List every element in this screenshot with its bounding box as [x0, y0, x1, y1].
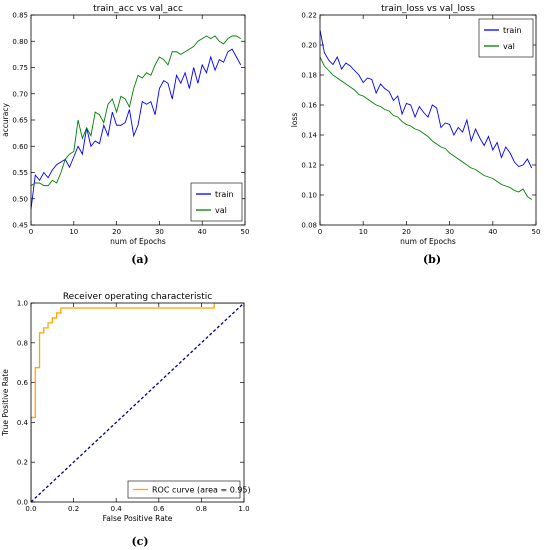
y-tick-label: 0.08	[301, 222, 317, 230]
y-tick-label: 0.2	[17, 459, 28, 467]
x-tick-label: 10	[69, 228, 78, 236]
x-tick-label: 0	[29, 228, 33, 236]
x-tick-label: 40	[198, 228, 207, 236]
legend-box	[127, 480, 241, 499]
chart-title: Receiver operating characteristic	[63, 292, 212, 302]
chart-b: 0 10 20 30 40 50 0.08 0.10 0.12 0.14 0.16 0.18 0.20 0…	[290, 4, 540, 266]
y-tick-label: 0.55	[12, 169, 28, 177]
x-tick-label: 0.6	[153, 505, 165, 513]
y-tick-label: 0.80	[12, 38, 28, 46]
figure-caption: (c)	[131, 535, 148, 548]
x-tick-label: 30	[445, 228, 454, 236]
x-axis-label: num of Epochs	[110, 237, 166, 246]
y-tick-label: 0.12	[301, 162, 317, 170]
plot-frame	[319, 14, 537, 226]
x-tick-label: 1.0	[238, 505, 249, 513]
x-tick-label: 40	[488, 228, 497, 236]
y-tick-label: 0.8	[17, 339, 28, 347]
y-tick-label: 0.85	[12, 12, 28, 20]
x-tick-label: 50	[532, 228, 541, 236]
legend-box	[478, 18, 534, 58]
y-tick-label: 0.22	[301, 12, 317, 20]
x-tick-label: 0.4	[111, 505, 123, 513]
series-line-val	[31, 35, 241, 187]
y-tick-label: 0.45	[12, 222, 28, 230]
y-tick-label: 0.20	[301, 42, 317, 50]
y-tick-label: 1.0	[17, 300, 28, 308]
y-tick-label: 0.50	[12, 195, 28, 203]
x-axis-label: num of Epochs	[400, 237, 456, 246]
chart-a: 0 10 20 30 40 50 0.45 0.50 0.55 0.60 0.65 0.70 0.75 0…	[1, 4, 249, 266]
x-tick-label: 20	[112, 228, 121, 236]
legend-box	[190, 182, 243, 222]
figure-caption: (a)	[131, 253, 149, 266]
y-tick-label: 0.16	[301, 102, 317, 110]
chart-title: train_loss vs val_loss	[381, 4, 475, 14]
y-tick-label: 0.65	[12, 117, 28, 125]
y-tick-label: 0.4	[17, 419, 29, 427]
x-tick-label: 30	[155, 228, 164, 236]
series-line-train	[31, 48, 242, 210]
chart-title: train_acc vs val_acc	[93, 4, 183, 14]
chart-c: 0.0 0.2 0.4 0.6 0.8 1.0 0.0 0.2 0.4 0.6 0.8 1.0 Rece…	[1, 292, 251, 548]
plot-frame	[30, 302, 245, 503]
x-tick-label: 0	[318, 228, 322, 236]
x-tick-label: 0.8	[196, 505, 207, 513]
x-tick-label: 50	[241, 228, 250, 236]
x-axis-label: False Positive Rate	[103, 514, 173, 523]
x-tick-label: 0.0	[25, 505, 36, 513]
legend-label: val	[503, 42, 515, 51]
y-tick-label: 0.70	[12, 90, 28, 98]
series-line-roc	[31, 303, 244, 502]
y-tick-label: 0.75	[12, 64, 28, 72]
y-tick-label: 0.18	[301, 72, 317, 80]
plot-frame	[30, 14, 246, 226]
legend-label: train	[503, 26, 522, 35]
series-line-val	[320, 56, 532, 200]
y-axis-label: loss	[290, 113, 299, 128]
y-axis-label: True Positive Rate	[1, 369, 10, 437]
figure-caption: (b)	[423, 253, 441, 266]
legend-label: ROC curve (area = 0.95)	[152, 486, 251, 495]
y-tick-label: 0.0	[17, 499, 28, 507]
legend-label: train	[215, 190, 234, 199]
x-tick-label: 20	[402, 228, 411, 236]
y-tick-label: 0.60	[12, 143, 28, 151]
x-tick-label: 0.2	[68, 505, 79, 513]
legend-label: val	[215, 206, 227, 215]
y-tick-label: 0.14	[301, 132, 317, 140]
y-axis-label: accuracy	[1, 103, 10, 137]
series-line-diagonal	[31, 303, 244, 502]
y-tick-label: 0.6	[17, 379, 29, 387]
series-line-train	[320, 29, 533, 169]
x-tick-label: 10	[359, 228, 368, 236]
y-tick-label: 0.10	[301, 192, 317, 200]
